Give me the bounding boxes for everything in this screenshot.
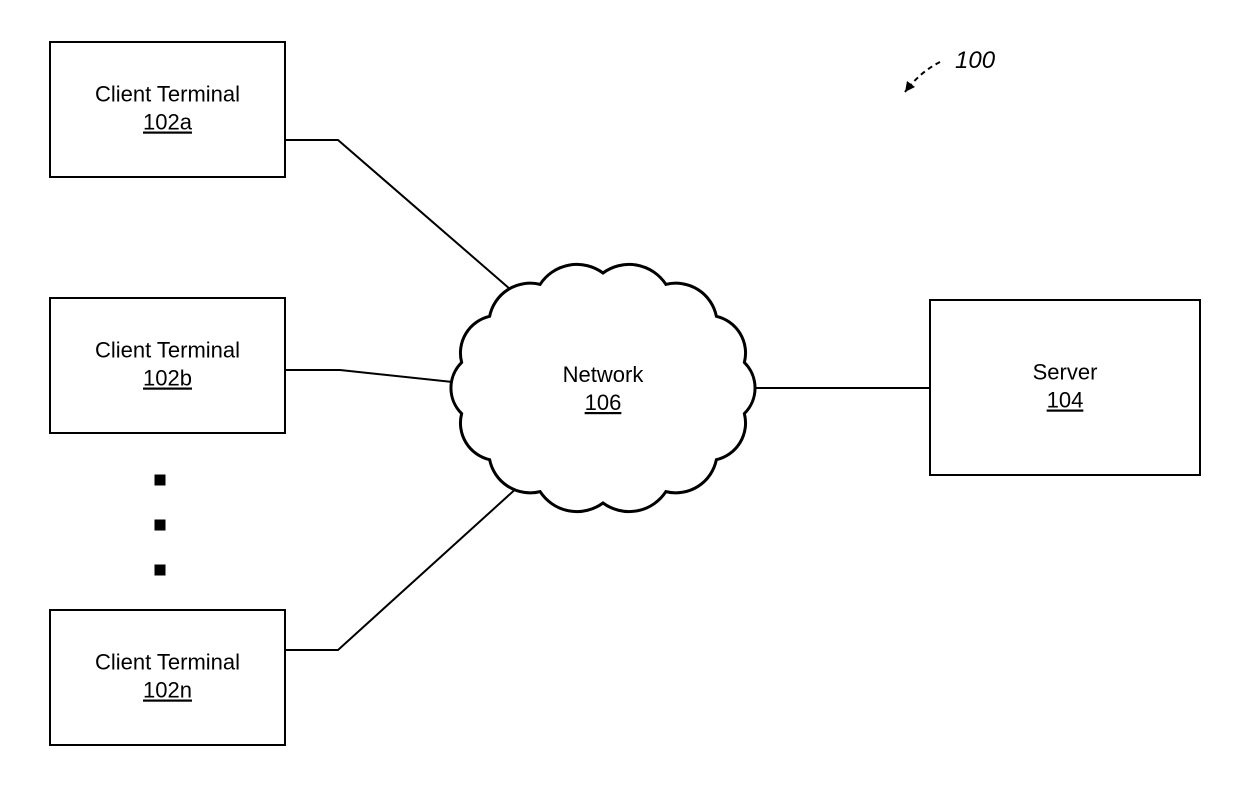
server-node: Server 104 xyxy=(930,300,1200,475)
ellipsis-dot xyxy=(155,475,166,486)
client-n-label: Client Terminal xyxy=(95,650,240,675)
edge xyxy=(285,370,462,383)
server-ref: 104 xyxy=(1047,388,1084,413)
ellipsis-dots xyxy=(155,475,166,576)
figure-ref: 100 xyxy=(905,47,996,92)
client-a-node: Client Terminal 102a xyxy=(50,42,285,177)
client-a-ref: 102a xyxy=(143,110,193,135)
client-b-ref: 102b xyxy=(143,366,192,391)
edge xyxy=(285,476,530,650)
client-b-label: Client Terminal xyxy=(95,338,240,363)
ellipsis-dot xyxy=(155,565,166,576)
network-diagram: 100 Network106 Client Terminal102aClient… xyxy=(0,0,1240,786)
ellipsis-dot xyxy=(155,520,166,531)
network-label: Network xyxy=(563,362,645,387)
server-label: Server xyxy=(1033,360,1098,385)
network-ref: 106 xyxy=(585,390,622,415)
figure-label: 100 xyxy=(955,47,996,74)
client-a-label: Client Terminal xyxy=(95,82,240,107)
cloud-icon xyxy=(451,264,755,511)
network-cloud-node: Network 106 xyxy=(451,264,755,511)
client-n-node: Client Terminal 102n xyxy=(50,610,285,745)
client-b-node: Client Terminal 102b xyxy=(50,298,285,433)
client-n-ref: 102n xyxy=(143,678,192,703)
edge xyxy=(285,140,525,302)
